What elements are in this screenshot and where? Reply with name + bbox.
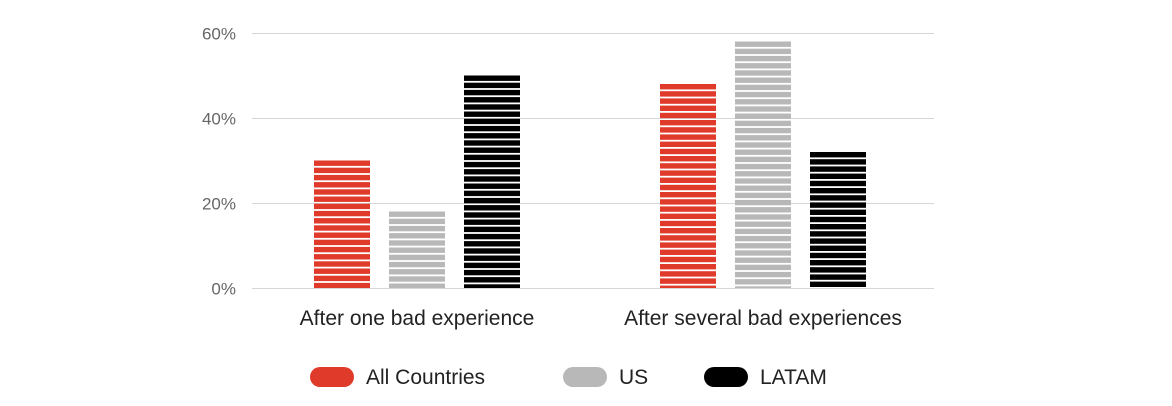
legend-swatch — [704, 367, 748, 387]
bar-all-countries-after-several-bad-experiences — [660, 84, 716, 288]
legend-item-us: US — [563, 366, 648, 389]
bar-latam-after-several-bad-experiences — [810, 152, 866, 287]
bar-us-after-one-bad-experience — [389, 211, 445, 288]
y-tick-label: 60% — [202, 25, 236, 44]
legend: All Countries US LATAM — [310, 366, 827, 389]
y-tick-label: 20% — [202, 195, 236, 214]
y-tick-label: 0% — [211, 280, 236, 299]
x-category-label: After one bad experience — [300, 307, 535, 330]
bars — [314, 41, 866, 288]
legend-label: US — [619, 366, 648, 389]
x-axis-categories: After one bad experience After several ba… — [300, 307, 902, 330]
bar-latam-after-one-bad-experience — [464, 75, 520, 288]
legend-swatch — [310, 367, 354, 387]
legend-swatch — [563, 367, 607, 387]
legend-item-all-countries: All Countries — [310, 366, 485, 389]
x-category-label: After several bad experiences — [624, 307, 902, 330]
legend-label: LATAM — [760, 366, 827, 389]
bar-us-after-several-bad-experiences — [735, 41, 791, 288]
y-tick-label: 40% — [202, 110, 236, 129]
bar-all-countries-after-one-bad-experience — [314, 160, 370, 288]
legend-item-latam: LATAM — [704, 366, 827, 389]
y-axis-ticks: 0% 20% 40% 60% — [202, 25, 236, 299]
legend-label: All Countries — [366, 366, 485, 389]
